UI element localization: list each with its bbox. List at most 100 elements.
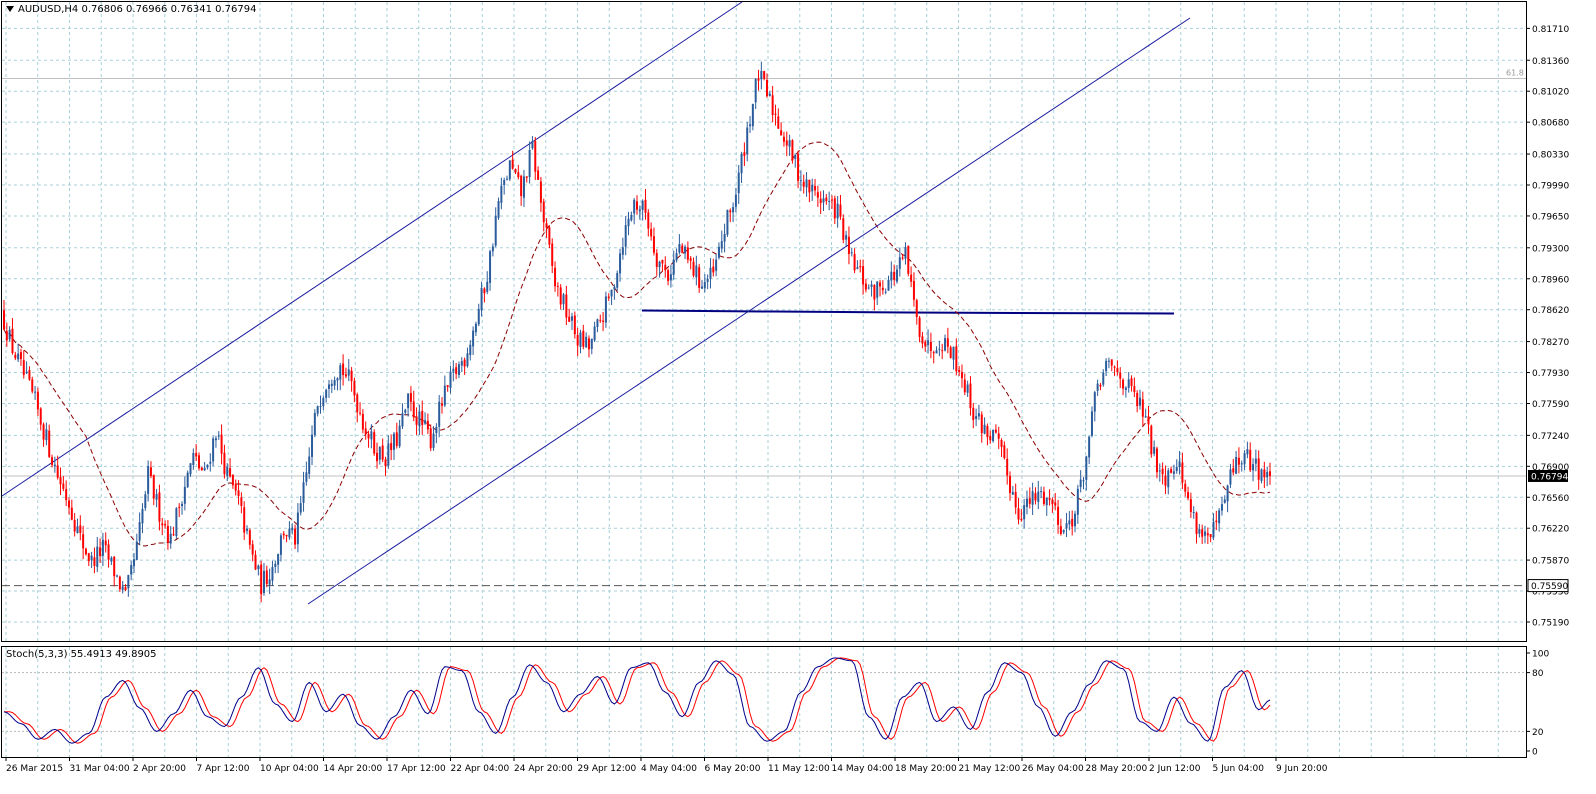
candle-body xyxy=(1040,491,1043,493)
x-tick-label: 24 Apr 20:00 xyxy=(514,764,573,774)
candle-body xyxy=(209,461,212,464)
candle-body xyxy=(39,408,42,425)
candle-body xyxy=(816,192,819,198)
x-tick-label: 26 May 04:00 xyxy=(1022,764,1084,774)
stoch-panel-frame xyxy=(1,646,1527,758)
y-tick-label: 0.81020 xyxy=(1532,88,1569,98)
candle-body xyxy=(590,338,593,349)
candle-body xyxy=(966,384,969,393)
candle-body xyxy=(181,503,184,507)
candle-body xyxy=(1124,387,1127,390)
candle-body xyxy=(839,204,842,217)
x-tick-label: 17 Apr 12:00 xyxy=(387,764,446,774)
candle-body xyxy=(214,438,217,441)
candle-body xyxy=(121,586,124,590)
candle-body xyxy=(463,359,466,367)
candle-body xyxy=(669,274,672,281)
x-tick-label: 2 Apr 20:00 xyxy=(133,764,186,774)
candle-body xyxy=(1249,449,1252,471)
candle-body xyxy=(751,103,754,127)
candle-body xyxy=(99,547,102,556)
open-value: 0.76806 xyxy=(81,4,123,15)
candle-body xyxy=(717,246,720,258)
candle-body xyxy=(1099,384,1102,387)
fib-level-label: 61.8 xyxy=(1506,68,1524,77)
candle-body xyxy=(378,447,381,460)
candle-body xyxy=(698,267,701,288)
candle-body xyxy=(912,280,915,300)
x-tick-label: 5 Jun 04:00 xyxy=(1213,764,1265,774)
candle-body xyxy=(929,341,932,351)
candle-body xyxy=(1144,416,1147,418)
chevron-down-icon[interactable] xyxy=(6,6,14,12)
candle-body xyxy=(412,401,415,418)
candle-body xyxy=(1235,456,1238,474)
candle-body xyxy=(234,484,237,491)
candle-body xyxy=(867,287,870,289)
stoch-main-line xyxy=(3,657,1271,744)
candle-body xyxy=(243,507,246,533)
candle-body xyxy=(901,257,904,259)
candle-body xyxy=(706,278,709,282)
candle-body xyxy=(508,160,511,180)
candle-body xyxy=(279,535,282,555)
candle-body xyxy=(107,544,110,560)
candle-body xyxy=(997,433,1000,439)
candle-body xyxy=(1076,488,1079,515)
candle-body xyxy=(1240,463,1243,465)
candle-body xyxy=(1102,372,1105,385)
candle-body xyxy=(610,289,613,297)
candle-body xyxy=(1062,530,1065,533)
candle-body xyxy=(1116,368,1119,373)
candle-body xyxy=(477,308,480,325)
candle-body xyxy=(819,198,822,204)
stoch-y-tick-label: 0 xyxy=(1532,748,1538,758)
candle-body xyxy=(616,273,619,288)
candle-body xyxy=(1269,471,1271,476)
candle-body xyxy=(797,153,800,181)
candle-body xyxy=(969,383,972,409)
candle-body xyxy=(82,534,85,549)
candle-body xyxy=(686,247,689,260)
candle-body xyxy=(822,198,825,203)
candle-body xyxy=(28,370,31,380)
candle-body xyxy=(1014,491,1017,508)
candle-body xyxy=(316,406,319,414)
candle-body xyxy=(1243,453,1246,465)
candle-body xyxy=(853,253,856,271)
candle-body xyxy=(203,467,206,471)
candle-body xyxy=(1127,379,1130,388)
candle-body xyxy=(141,508,144,524)
candle-body xyxy=(446,385,449,387)
candle-body xyxy=(127,575,130,589)
candle-body xyxy=(746,127,749,155)
candle-body xyxy=(672,259,675,275)
candle-body xyxy=(1266,471,1269,478)
y-tick-label: 0.81710 xyxy=(1532,25,1569,35)
candle-body xyxy=(692,261,695,276)
candle-body xyxy=(274,563,277,567)
candle-body xyxy=(1003,445,1006,459)
candle-body xyxy=(887,279,890,291)
candle-body xyxy=(370,431,373,440)
candle-body xyxy=(884,291,887,293)
candle-body xyxy=(556,285,559,287)
candle-body xyxy=(684,246,687,254)
candle-body xyxy=(1011,491,1014,495)
candle-body xyxy=(780,130,783,136)
candle-body xyxy=(1204,531,1207,536)
candle-body xyxy=(1107,360,1110,362)
candle-body xyxy=(681,245,684,253)
candle-body xyxy=(455,367,458,374)
candle-body xyxy=(862,266,865,285)
candle-body xyxy=(1079,479,1082,488)
candle-body xyxy=(175,508,178,537)
candle-body xyxy=(777,116,780,129)
candle-body xyxy=(650,229,653,237)
x-tick-label: 21 May 12:00 xyxy=(959,764,1021,774)
candle-body xyxy=(415,416,418,425)
candle-body xyxy=(457,364,460,375)
candle-body xyxy=(833,198,836,219)
